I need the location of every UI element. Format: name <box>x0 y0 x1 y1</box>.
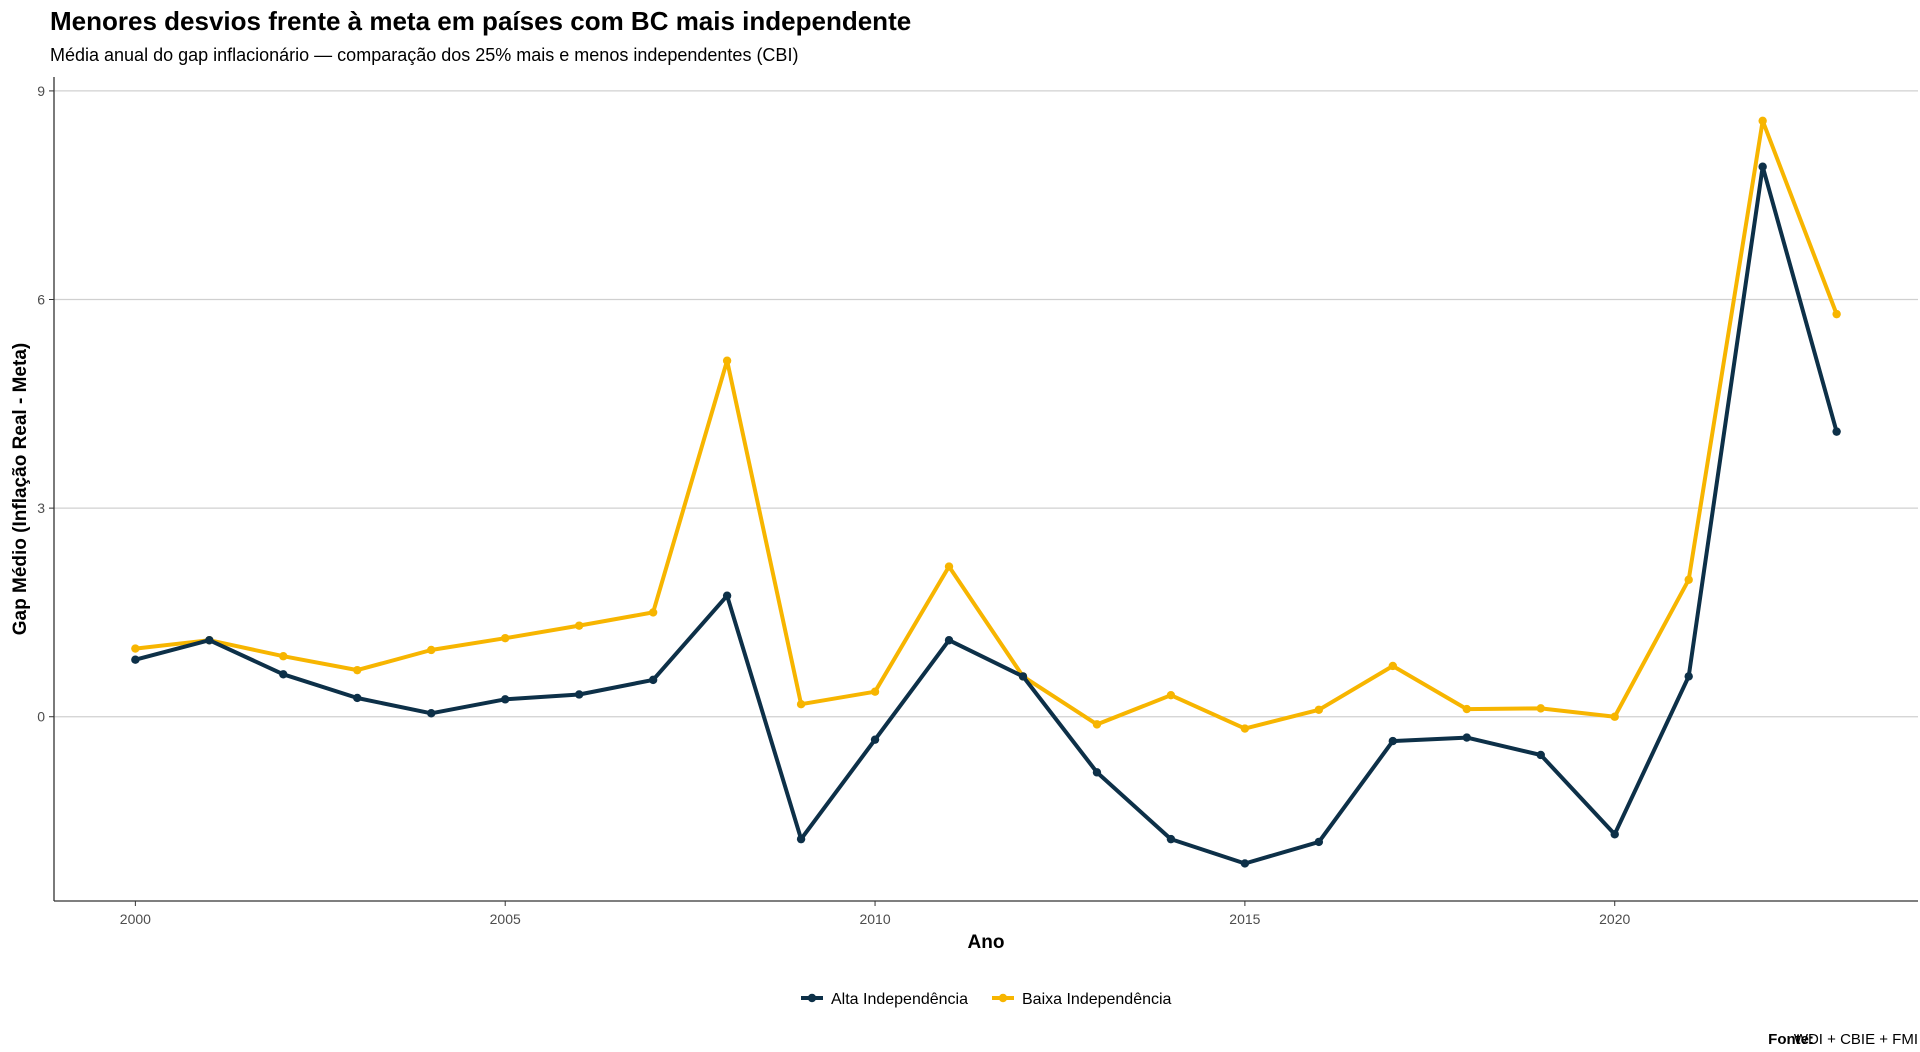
series-alta-independencia-point <box>1166 834 1176 844</box>
series <box>131 116 1841 868</box>
series-baixa-independencia-point <box>796 700 806 709</box>
series-baixa-independencia-point <box>353 665 362 675</box>
series-alta-independencia-point <box>1314 837 1324 847</box>
series-alta-independencia-point <box>427 709 436 718</box>
series-baixa-independencia <box>131 116 1841 733</box>
series-baixa-independencia-point <box>1684 575 1693 584</box>
series-baixa-independencia-point <box>1314 705 1324 714</box>
series-baixa-independencia-line <box>133 118 1839 731</box>
x-tick-label: 2010 <box>859 911 890 927</box>
series-baixa-independencia-point <box>279 652 288 661</box>
y-axis-title: Gap Médio (Inflação Real - Meta) <box>10 343 31 635</box>
series-alta-independencia-point <box>870 735 880 744</box>
series-alta-independencia-point <box>1610 830 1619 839</box>
series-alta-independencia-point <box>501 695 510 704</box>
series-baixa-independencia-point <box>1388 661 1398 671</box>
series-baixa-independencia-point <box>944 562 954 571</box>
legend-key-point <box>998 993 1008 1003</box>
series-baixa-independencia-point <box>1462 704 1471 714</box>
y-tick-label: 3 <box>37 500 45 516</box>
series-baixa-independencia-point <box>1832 309 1841 319</box>
series-baixa-independencia-point <box>1240 724 1250 733</box>
series-alta-independencia-point <box>1092 768 1102 777</box>
series-alta-independencia-point <box>1018 672 1028 681</box>
series-alta-independencia-point <box>1536 750 1545 760</box>
series-alta-independencia-point <box>648 675 658 685</box>
series-alta-independencia-point <box>944 636 954 645</box>
caption-label: Fonte: <box>1768 1031 1814 1048</box>
series-baixa-independencia-point <box>501 633 510 643</box>
series-alta-independencia-point <box>1240 859 1250 868</box>
x-tick-label: 2000 <box>120 911 151 927</box>
x-tick-label: 2015 <box>1229 911 1260 927</box>
legend-item: Alta Independência <box>801 991 968 1008</box>
x-axis-title: Ano <box>968 932 1005 953</box>
series-alta-independencia <box>131 162 1841 868</box>
series-alta-independencia-line <box>133 164 1839 866</box>
series-baixa-independencia-point <box>1610 712 1619 721</box>
chart-subtitle: Média anual do gap inflacionário — compa… <box>50 45 798 65</box>
caption-text: WDI + CBIE + FMI <box>1794 1031 1918 1048</box>
axes <box>49 77 1918 906</box>
legend-label: Alta Independência <box>831 991 968 1008</box>
series-alta-independencia-point <box>1462 733 1471 742</box>
series-baixa-independencia-point <box>427 645 436 655</box>
series-alta-independencia-point <box>574 690 584 699</box>
series-baixa-independencia-point <box>1166 690 1176 700</box>
series-alta-independencia-point <box>1684 672 1693 681</box>
legend-item: Baixa Independência <box>992 991 1172 1008</box>
x-tick-label: 2020 <box>1599 911 1630 927</box>
legend-key-point <box>807 993 817 1003</box>
series-alta-independencia-point <box>205 636 214 645</box>
series-baixa-independencia-point <box>1758 116 1767 126</box>
series-baixa-independencia-point <box>870 687 880 696</box>
x-tick-label: 2005 <box>490 911 521 927</box>
chart-title: Menores desvios frente à meta em países … <box>50 6 911 36</box>
legend-label: Baixa Independência <box>1022 991 1172 1008</box>
series-baixa-independencia-point <box>574 621 584 630</box>
legend: Alta Independência Baixa Independência <box>801 991 1172 1008</box>
y-tick-label: 9 <box>37 83 45 99</box>
series-alta-independencia-point <box>353 693 362 703</box>
series-baixa-independencia-point <box>648 608 658 617</box>
series-alta-independencia-point <box>1832 427 1841 436</box>
series-baixa-independencia-point <box>1092 720 1102 729</box>
tick-labels: 0 3 6 9 2000 2005 2010 2015 2020 <box>37 83 1630 927</box>
y-tick-label: 0 <box>37 709 45 725</box>
series-alta-independencia-point <box>279 670 288 679</box>
series-baixa-independencia-point <box>722 356 732 365</box>
series-alta-independencia-point <box>131 655 140 664</box>
series-alta-independencia-point <box>1388 736 1398 746</box>
series-alta-independencia-point <box>1758 162 1767 171</box>
y-tick-label: 6 <box>37 292 45 308</box>
series-alta-independencia-point <box>722 591 732 600</box>
series-alta-independencia-point <box>796 834 806 844</box>
series-baixa-independencia-point <box>131 644 140 653</box>
series-baixa-independencia-point <box>1536 704 1545 713</box>
